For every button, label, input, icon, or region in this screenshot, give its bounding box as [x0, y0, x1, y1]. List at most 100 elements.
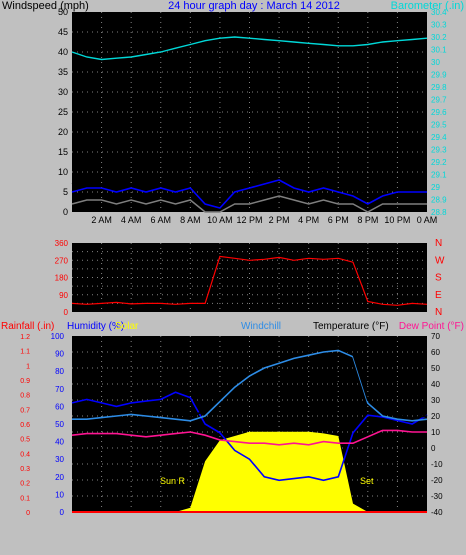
time-tick-label: 6 PM: [328, 215, 349, 225]
wind-y-tick: 20: [58, 127, 68, 137]
humidity-y-tick: 20: [55, 473, 64, 482]
time-tick-label: 8 PM: [357, 215, 378, 225]
wind-y-tick: 0: [63, 207, 68, 217]
legend-entry: Solar: [115, 321, 139, 332]
rain-y-tick: 0.4: [20, 451, 30, 458]
time-tick-label: 6 AM: [150, 215, 171, 225]
wind-y-tick: 30: [58, 87, 68, 97]
barometer-y-ticks: 28.8 28.9 29 29.1 29.2 29.3 29.4 29.5 29.6 29.7 29…: [431, 8, 447, 217]
rain-y-tick: 0.8: [20, 393, 30, 400]
rain-y-tick: 0.9: [20, 378, 30, 385]
rain-y-ticks: 0 0.1 0.2 0.3 0.4 0.5 0.6 0.7 0.8 0.9 1 1.1 1.2: [20, 334, 30, 517]
humidity-y-tick: 50: [55, 420, 64, 429]
time-tick-label: 2 PM: [269, 215, 290, 225]
barometer-line: [71, 36, 428, 61]
compass-tick: W: [435, 255, 445, 266]
wind-series: [71, 36, 428, 213]
direction-series: [71, 255, 428, 306]
barometer-y-tick: 29.8: [431, 83, 447, 92]
direction-line: [71, 255, 428, 306]
direction-y-tick: 270: [55, 256, 69, 265]
wind-gust-line: [71, 159, 427, 201]
barometer-y-tick: 30: [431, 58, 440, 67]
temperature-y-tick: -20: [431, 476, 443, 485]
legend-entry: Humidity (%): [67, 321, 124, 332]
temperature-y-tick: 70: [431, 332, 440, 341]
time-tick-label: 4 PM: [298, 215, 319, 225]
wind-y-tick: 10: [58, 167, 68, 177]
sunrise-label: Sun R: [160, 476, 186, 486]
rain-y-tick: 1.2: [20, 334, 30, 341]
direction-y-tick: 360: [55, 239, 69, 248]
temperature-y-tick: -10: [431, 460, 443, 469]
barometer-y-tick: 29.6: [431, 108, 447, 117]
wind-x-ticks: 2 AM 4 AM 6 AM 8 AM 10 AM 12 PM 2 PM 4 PM 6 PM 8 …: [91, 215, 437, 225]
wind-y-tick: 40: [58, 47, 68, 57]
rain-y-tick: 0.5: [20, 437, 30, 444]
humidity-y-tick: 80: [55, 367, 64, 376]
solar-area: [72, 431, 427, 512]
barometer-y-tick: 28.8: [431, 208, 447, 217]
compass-tick: S: [435, 273, 442, 284]
temperature-panel: 0 0.1 0.2 0.3 0.4 0.5 0.6 0.7 0.8 0.9 1 1.1 1.2 0 10 2…: [1, 321, 464, 517]
compass-tick: N: [435, 238, 442, 249]
barometer-y-tick: 29.4: [431, 133, 447, 142]
rain-y-tick: 0: [26, 510, 30, 517]
barometer-y-tick: 30.4: [431, 8, 447, 17]
humidity-y-tick: 60: [55, 402, 64, 411]
rain-y-tick: 1.1: [20, 349, 30, 356]
rain-y-tick: 0.1: [20, 495, 30, 502]
temperature-y-tick: 40: [431, 380, 440, 389]
wind-avg-line: [71, 179, 427, 209]
graph-title: 24 hour graph day : March 14 2012: [168, 0, 340, 12]
temperature-y-ticks: -40 -30 -20 -10 0 10 20 30 40 50 60 70: [431, 332, 443, 517]
humidity-y-tick: 40: [55, 438, 64, 447]
barometer-y-tick: 29.9: [431, 71, 447, 80]
dewpoint-line: [71, 429, 427, 446]
sunset-label: Set: [360, 476, 374, 486]
time-tick-label: 10 AM: [207, 215, 233, 225]
wind-grid: [72, 12, 427, 212]
wind-y-tick: 25: [58, 107, 68, 117]
barometer-y-tick: 29: [431, 183, 440, 192]
temperature-y-tick: 60: [431, 348, 440, 357]
temperature-y-tick: 30: [431, 396, 440, 405]
temperature-series: [71, 346, 428, 513]
humidity-y-tick: 10: [55, 490, 64, 499]
rain-y-tick: 0.6: [20, 422, 30, 429]
barometer-y-tick: 30.3: [431, 21, 447, 30]
temperature-y-tick: -40: [431, 508, 443, 517]
legend-entry: Dew Point (°F): [399, 321, 464, 332]
barometer-y-tick: 30.2: [431, 33, 447, 42]
barometer-y-tick: 29.1: [431, 171, 447, 180]
barometer-y-tick: 28.9: [431, 196, 447, 205]
direction-y-tick: 90: [59, 291, 68, 300]
direction-y-ticks: 0 90 180 270 360: [55, 239, 69, 317]
humidity-y-tick: 90: [55, 350, 64, 359]
temperature-y-tick: 0: [431, 444, 436, 453]
compass-tick: N: [435, 307, 442, 318]
humidity-y-tick: 70: [55, 385, 64, 394]
barometer-y-tick: 29.5: [431, 121, 447, 130]
legend-entry: Temperature (°F): [313, 321, 389, 332]
time-tick-label: 4 AM: [121, 215, 142, 225]
wind-low-line: [71, 195, 427, 213]
humidity-y-tick: 100: [51, 332, 65, 341]
time-tick-label: 8 AM: [180, 215, 201, 225]
windchill-line: [72, 349, 428, 422]
legend-entry: Rainfall (.in): [1, 321, 54, 332]
rain-y-tick: 1: [26, 363, 30, 370]
wind-y-tick: 35: [58, 67, 68, 77]
compass-tick: E: [435, 290, 442, 301]
direction-y-tick: 180: [55, 274, 69, 283]
barometer-y-tick: 29.2: [431, 158, 447, 167]
direction-grid: [72, 243, 427, 312]
humidity-y-ticks: 0 10 20 30 40 50 60 70 80 90 100: [51, 332, 65, 517]
wind-axis-title: Windspeed (mph): [2, 0, 89, 12]
temperature-line: [72, 346, 428, 419]
time-tick-label: 2 AM: [91, 215, 112, 225]
rain-y-tick: 0.3: [20, 466, 30, 473]
barometer-y-tick: 29.7: [431, 96, 447, 105]
